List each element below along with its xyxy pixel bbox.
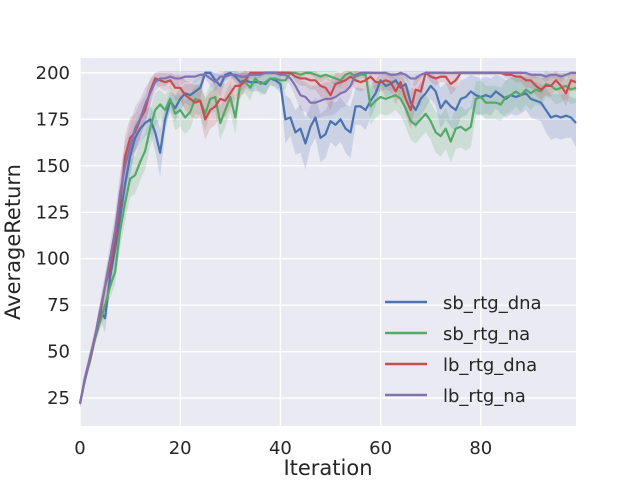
y-tick-label: 25: [47, 388, 70, 409]
x-tick-label: 0: [74, 438, 85, 459]
y-tick-label: 100: [36, 249, 70, 270]
y-tick-label: 125: [36, 202, 70, 223]
y-tick-label: 175: [36, 109, 70, 130]
legend-label-sb_rtg_na: sb_rtg_na: [443, 324, 530, 345]
legend-label-lb_rtg_na: lb_rtg_na: [443, 386, 526, 407]
x-tick-label: 60: [369, 438, 392, 459]
y-axis-label: AverageReturn: [1, 164, 25, 320]
y-tick-label: 150: [36, 156, 70, 177]
y-tick-label: 200: [36, 63, 70, 84]
x-axis-label: Iteration: [283, 456, 372, 480]
x-tick-label: 80: [469, 438, 492, 459]
legend-label-sb_rtg_dna: sb_rtg_dna: [443, 293, 542, 314]
y-tick-label: 75: [47, 295, 70, 316]
legend-label-lb_rtg_dna: lb_rtg_dna: [443, 355, 537, 376]
x-tick-label: 20: [169, 438, 192, 459]
y-tick-label: 50: [47, 342, 70, 363]
